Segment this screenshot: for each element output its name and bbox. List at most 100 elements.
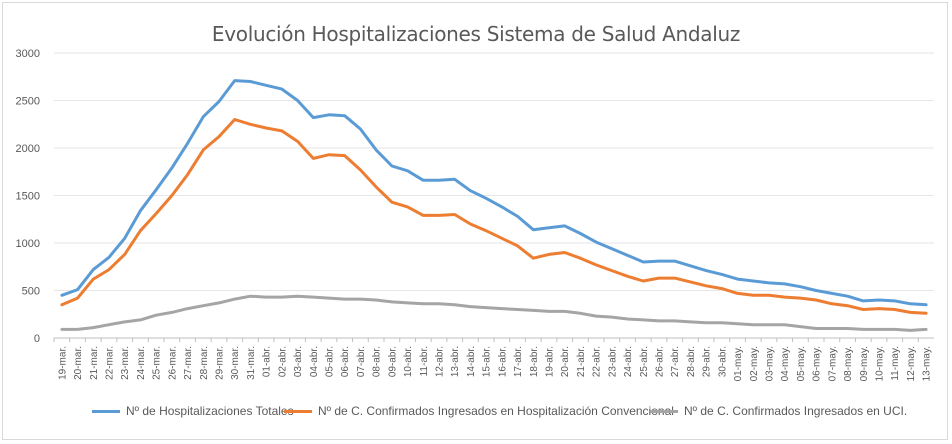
data-point-series-1 xyxy=(658,277,660,279)
data-point-series-1 xyxy=(768,294,770,296)
data-point-series-0 xyxy=(909,303,911,305)
legend-swatch-uci xyxy=(650,409,678,413)
data-point-series-2 xyxy=(234,298,236,300)
x-tick-label: 26-abr. xyxy=(655,346,666,377)
x-tick-label: 14-abr. xyxy=(466,346,477,377)
x-tick-label: 23-abr. xyxy=(607,346,618,377)
data-point-series-2 xyxy=(186,307,188,309)
data-point-series-0 xyxy=(61,294,63,296)
data-point-series-1 xyxy=(721,287,723,289)
data-point-series-0 xyxy=(391,165,393,167)
x-tick-label: 13-abr. xyxy=(450,346,461,377)
x-tick-label: 25-abr. xyxy=(639,346,650,377)
data-point-series-0 xyxy=(516,215,518,217)
chart-title: Evolución Hospitalizaciones Sistema de S… xyxy=(211,22,741,46)
data-point-series-2 xyxy=(831,327,833,329)
legend-item-totales: Nº de Hospitalizaciones Totales xyxy=(92,404,294,418)
legend-item-convencional: Nº de C. Confirmados Ingresados en Hospi… xyxy=(284,404,674,418)
data-point-series-0 xyxy=(485,197,487,199)
data-point-series-0 xyxy=(626,254,628,256)
data-point-series-2 xyxy=(61,328,63,330)
data-point-series-1 xyxy=(454,213,456,215)
data-point-series-2 xyxy=(862,328,864,330)
x-tick-label: 01-abr. xyxy=(262,346,273,377)
data-point-series-0 xyxy=(862,300,864,302)
data-point-series-1 xyxy=(579,257,581,259)
data-point-series-0 xyxy=(894,300,896,302)
data-point-series-0 xyxy=(344,115,346,117)
data-point-series-0 xyxy=(469,190,471,192)
data-point-series-0 xyxy=(108,256,110,258)
data-point-series-0 xyxy=(752,280,754,282)
x-tick-label: 25-mar. xyxy=(152,346,163,380)
data-point-series-2 xyxy=(469,305,471,307)
x-tick-label: 12-abr. xyxy=(435,346,446,377)
data-point-series-0 xyxy=(296,99,298,101)
data-point-series-1 xyxy=(878,307,880,309)
x-tick-label: 13-may. xyxy=(922,346,933,381)
data-point-series-1 xyxy=(611,269,613,271)
data-point-series-1 xyxy=(894,308,896,310)
data-point-series-2 xyxy=(736,323,738,325)
x-tick-label: 20-mar. xyxy=(73,346,84,380)
legend-label-totales: Nº de Hospitalizaciones Totales xyxy=(126,404,294,418)
data-point-series-2 xyxy=(925,328,927,330)
data-point-series-0 xyxy=(155,189,157,191)
data-point-series-2 xyxy=(721,322,723,324)
data-point-series-0 xyxy=(375,149,377,151)
line-chart: 0 500 1000 1500 2000 2500 3000 19-mar. 20-mar. 21… xyxy=(16,48,934,381)
data-point-series-1 xyxy=(391,201,393,203)
data-point-series-2 xyxy=(438,303,440,305)
data-point-series-1 xyxy=(108,268,110,270)
data-point-series-1 xyxy=(501,237,503,239)
data-point-series-2 xyxy=(359,298,361,300)
data-point-series-2 xyxy=(878,328,880,330)
y-tick-label: 500 xyxy=(22,286,40,298)
data-point-series-0 xyxy=(438,179,440,181)
data-point-series-0 xyxy=(721,273,723,275)
data-point-series-2 xyxy=(642,319,644,321)
data-point-series-1 xyxy=(359,169,361,171)
data-point-series-0 xyxy=(501,206,503,208)
x-tick-label: 02-abr. xyxy=(277,346,288,377)
x-tick-label: 27-mar. xyxy=(183,346,194,380)
y-tick-label: 2500 xyxy=(16,96,40,108)
series-line-1 xyxy=(60,118,928,315)
data-point-series-0 xyxy=(234,79,236,81)
data-point-series-1 xyxy=(328,154,330,156)
data-point-series-0 xyxy=(265,84,267,86)
data-point-series-0 xyxy=(202,116,204,118)
x-tick-label: 06-may. xyxy=(812,346,823,381)
data-point-series-1 xyxy=(422,214,424,216)
data-point-series-0 xyxy=(611,248,613,250)
data-point-series-0 xyxy=(878,299,880,301)
data-point-series-2 xyxy=(626,318,628,320)
x-tick-label: 29-mar. xyxy=(215,346,226,380)
x-tick-label: 18-abr. xyxy=(529,346,540,377)
data-point-series-1 xyxy=(862,308,864,310)
y-tick-label: 3000 xyxy=(16,48,40,60)
x-tick-label: 10-abr. xyxy=(403,346,414,377)
legend-label-uci: Nº de C. Confirmados Ingresados en UCI. xyxy=(684,404,908,418)
x-tick-label: 24-abr. xyxy=(623,346,634,377)
x-tick-label: 08-may. xyxy=(843,346,854,381)
data-point-series-2 xyxy=(846,327,848,329)
data-point-series-0 xyxy=(548,227,550,229)
data-point-series-2 xyxy=(375,299,377,301)
x-tick-label: 01-may. xyxy=(733,346,744,381)
data-point-series-1 xyxy=(312,157,314,159)
data-point-series-1 xyxy=(674,277,676,279)
y-tick-label: 0 xyxy=(34,333,40,345)
data-point-series-0 xyxy=(92,268,94,270)
data-point-series-1 xyxy=(516,245,518,247)
data-point-series-0 xyxy=(658,260,660,262)
x-tick-label: 31-mar. xyxy=(246,346,257,380)
data-point-series-0 xyxy=(831,292,833,294)
data-point-series-2 xyxy=(799,325,801,327)
x-tick-label: 12-may. xyxy=(906,346,917,381)
data-point-series-2 xyxy=(124,321,126,323)
data-point-series-2 xyxy=(768,324,770,326)
data-point-series-0 xyxy=(768,282,770,284)
legend-swatch-convencional xyxy=(284,409,312,413)
